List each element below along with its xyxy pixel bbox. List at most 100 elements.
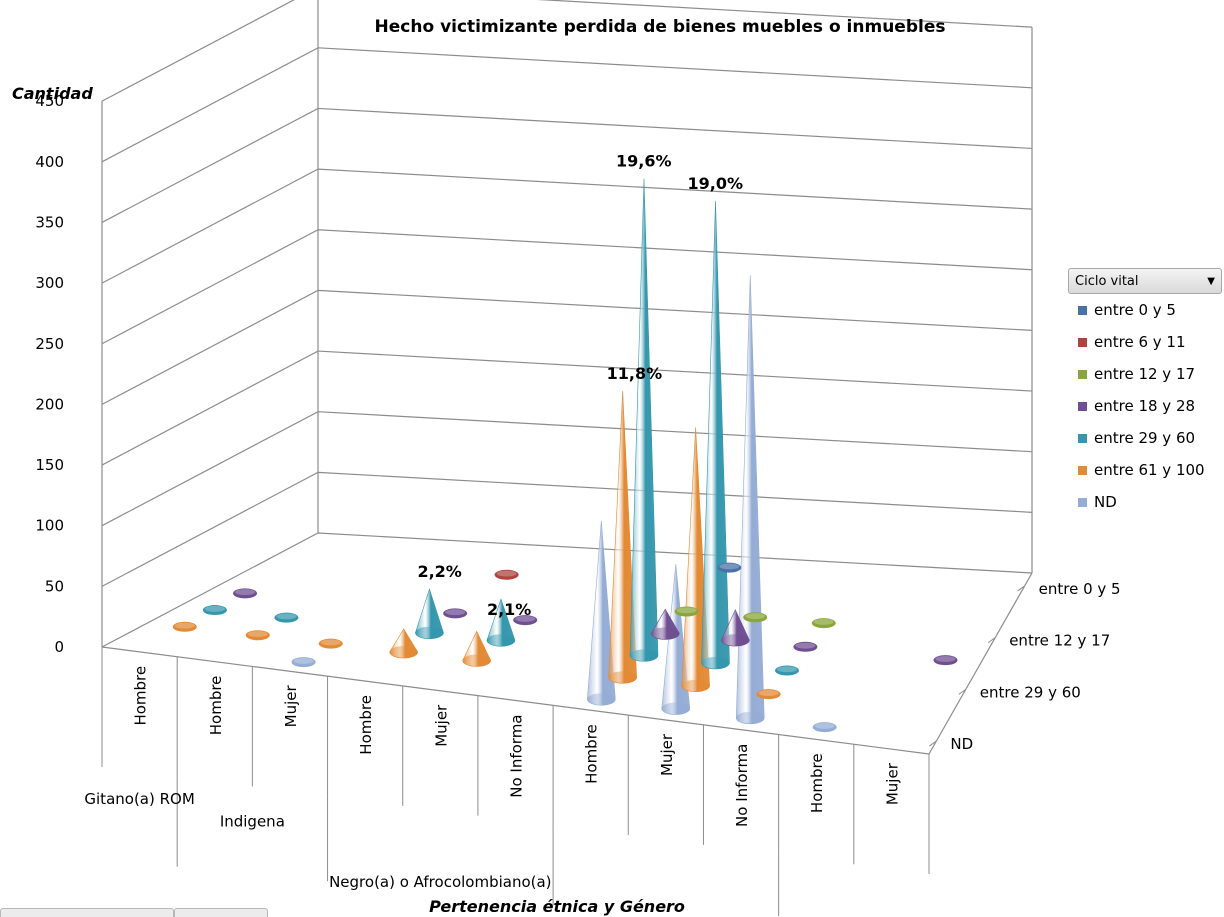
group-label: Gitano(a) ROM bbox=[84, 790, 194, 808]
cone-mark bbox=[735, 275, 765, 725]
y-axis-title: Cantidad bbox=[12, 84, 93, 103]
legend-label: entre 18 y 28 bbox=[1094, 397, 1196, 415]
cone-mark bbox=[202, 605, 227, 616]
data-label: 19,6% bbox=[616, 152, 672, 171]
legend-filter-dropdown[interactable]: Ciclo vital ▼ bbox=[1068, 268, 1222, 294]
legend-item: entre 0 y 5 bbox=[1068, 294, 1222, 326]
cone-highlight bbox=[745, 613, 766, 620]
gridline bbox=[101, 47, 1033, 163]
legend-swatch bbox=[1078, 497, 1087, 507]
cone-mark bbox=[674, 606, 699, 617]
cone-highlight bbox=[276, 613, 297, 620]
legend-label: ND bbox=[1094, 493, 1117, 511]
cone-mark bbox=[389, 628, 419, 659]
sheet-tab-1[interactable] bbox=[0, 908, 174, 917]
depth-tick bbox=[929, 740, 937, 747]
category-label: Hombre bbox=[808, 753, 826, 813]
cone-mark bbox=[608, 391, 637, 684]
data-label: 2,2% bbox=[417, 562, 461, 581]
cone-highlight bbox=[795, 642, 816, 649]
cone-mark bbox=[318, 638, 343, 649]
gridline bbox=[101, 289, 1033, 405]
legend-item: entre 29 y 60 bbox=[1068, 422, 1222, 454]
legend-label: entre 61 y 100 bbox=[1094, 461, 1205, 479]
cone-mark bbox=[291, 657, 316, 668]
cone-highlight bbox=[204, 605, 225, 612]
depth-tick bbox=[958, 688, 967, 695]
legend: Ciclo vital ▼ entre 0 y 5 entre 6 y 11 ent… bbox=[1068, 268, 1222, 518]
legend-label: entre 12 y 17 bbox=[1094, 365, 1196, 383]
cone-highlight bbox=[515, 615, 536, 622]
chart-title: Hecho victimizante perdida de bienes mue… bbox=[375, 17, 946, 37]
cone-mark bbox=[245, 630, 270, 641]
legend-title: Ciclo vital bbox=[1075, 273, 1139, 289]
cone-mark bbox=[415, 588, 444, 639]
cone-mark bbox=[486, 598, 516, 647]
depth-tick bbox=[987, 637, 996, 644]
cone-highlight bbox=[758, 689, 779, 696]
cone-mark bbox=[587, 520, 616, 706]
cone-mark bbox=[743, 612, 768, 623]
cone-mark bbox=[233, 588, 258, 599]
category-label: Hombre bbox=[207, 676, 225, 736]
legend-swatch bbox=[1078, 337, 1087, 347]
axes: 0 50 100 150 200 250 300 350 400 450 ND entre 29 y … bbox=[35, 92, 1121, 916]
legend-label: entre 0 y 5 bbox=[1094, 301, 1176, 319]
cone-highlight bbox=[293, 657, 314, 664]
y-tick-label: 250 bbox=[35, 335, 64, 353]
legend-item: entre 12 y 17 bbox=[1068, 358, 1222, 390]
cone-mark bbox=[701, 200, 730, 670]
legend-item: entre 61 y 100 bbox=[1068, 454, 1222, 486]
cone-mark bbox=[462, 630, 491, 667]
category-label: Hombre bbox=[357, 695, 375, 755]
category-label: Hombre bbox=[132, 666, 150, 726]
x-axis-line bbox=[101, 646, 930, 755]
category-label: No Informa bbox=[508, 715, 526, 798]
gridline bbox=[101, 168, 1033, 284]
y-tick-label: 200 bbox=[35, 395, 64, 413]
sheet-tab-2[interactable] bbox=[174, 908, 268, 917]
legend-item: entre 18 y 28 bbox=[1068, 390, 1222, 422]
depth-tick-label: entre 29 y 60 bbox=[980, 683, 1081, 701]
gridline bbox=[101, 107, 1033, 223]
legend-swatch bbox=[1078, 305, 1087, 315]
category-label: Mujer bbox=[432, 704, 450, 747]
depth-tick-label: entre 12 y 17 bbox=[1009, 632, 1110, 650]
cone-highlight bbox=[247, 631, 268, 638]
gridlines bbox=[101, 0, 1033, 648]
y-tick-label: 100 bbox=[35, 517, 64, 535]
labels: 19,6% 19,0% 11,8% 2,2% 2,1% Hecho victimizant… bbox=[12, 17, 945, 916]
cone-highlight bbox=[719, 563, 740, 570]
category-label: No Informa bbox=[733, 744, 751, 827]
cone-highlight bbox=[445, 609, 466, 616]
cone-plot-area bbox=[172, 178, 958, 733]
legend-label: entre 29 y 60 bbox=[1094, 429, 1196, 447]
data-label: 2,1% bbox=[487, 600, 531, 619]
y-tick-label: 0 bbox=[54, 638, 64, 656]
y-tick-label: 300 bbox=[35, 274, 64, 292]
cone-mark bbox=[629, 178, 659, 662]
cone-highlight bbox=[935, 655, 956, 662]
legend-label: entre 6 y 11 bbox=[1094, 333, 1186, 351]
cone-mark bbox=[494, 569, 519, 580]
category-label: Mujer bbox=[883, 762, 901, 805]
cone-mark bbox=[172, 621, 197, 632]
sheet-tabs bbox=[0, 908, 268, 917]
gridline bbox=[101, 471, 1033, 587]
y-tick-label: 350 bbox=[35, 213, 64, 231]
cone-highlight bbox=[174, 622, 195, 629]
cone-highlight bbox=[496, 570, 517, 577]
y-tick-label: 400 bbox=[35, 153, 64, 171]
category-label: Mujer bbox=[282, 684, 300, 727]
gridline bbox=[101, 411, 1033, 527]
cone-highlight bbox=[320, 639, 341, 646]
cone-highlight bbox=[676, 607, 697, 614]
legend-items: entre 0 y 5 entre 6 y 11 entre 12 y 17 entr… bbox=[1068, 294, 1222, 518]
cone-mark bbox=[721, 609, 750, 647]
cone-mark bbox=[775, 665, 800, 676]
cone-highlight bbox=[814, 722, 835, 729]
cone-mark bbox=[933, 655, 958, 666]
category-label: Hombre bbox=[583, 724, 601, 784]
cone-mark bbox=[717, 562, 742, 573]
